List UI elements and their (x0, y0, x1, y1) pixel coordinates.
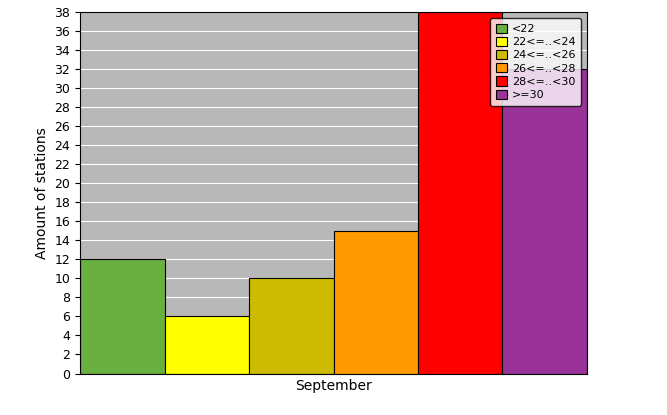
Bar (165, 317, 249, 374)
Legend: <22, 22<=..<24, 24<=..<26, 26<=..<28, 28<=..<30, >=30: <22, 22<=..<24, 24<=..<26, 26<=..<28, 28… (490, 18, 582, 106)
Bar (502, 69, 587, 374)
Bar (334, 231, 418, 374)
Bar (249, 278, 334, 374)
Y-axis label: Amount of stations: Amount of stations (35, 127, 49, 259)
Bar (418, 12, 502, 374)
X-axis label: September: September (295, 379, 372, 393)
Bar (80, 259, 165, 374)
